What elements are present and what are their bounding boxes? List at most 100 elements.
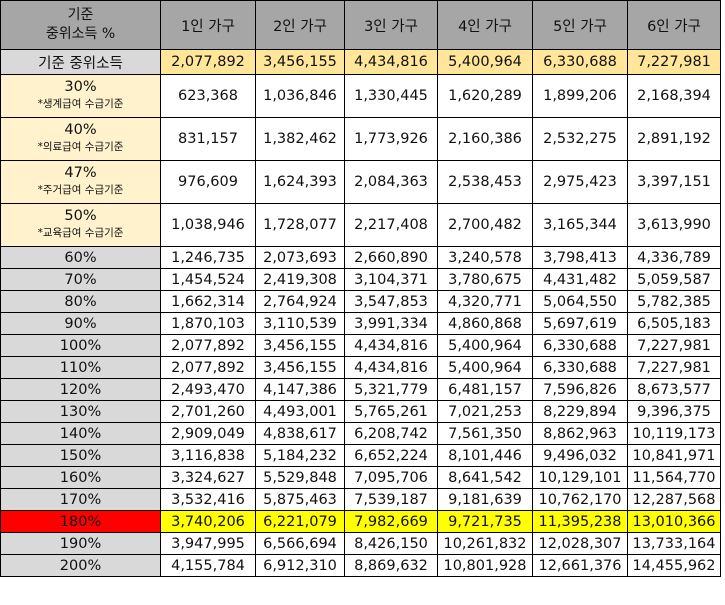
row-label: 140% (0, 422, 161, 445)
table-cell: 1,899,206 (532, 74, 628, 118)
table-cell: 2,493,470 (160, 378, 256, 401)
table-cell: 7,596,826 (532, 378, 628, 401)
table-cell: 2,909,049 (160, 422, 256, 445)
table-cell: 1,620,289 (437, 74, 533, 118)
table-cell: 7,021,253 (437, 400, 533, 423)
table-cell: 1,246,735 (160, 246, 256, 269)
benefit-threshold-row: 50% *교육급여 수급기준 1,038,946 1,728,077 2,217,408… (0, 203, 721, 247)
benefit-note: *의료급여 수급기준 (37, 141, 124, 153)
table-cell: 8,869,632 (344, 554, 438, 577)
table-cell: 5,400,964 (437, 356, 533, 379)
table-cell: 3,110,539 (255, 312, 345, 335)
table-cell: 3,740,206 (160, 510, 256, 533)
table-cell: 3,532,416 (160, 488, 256, 511)
table-cell: 10,841,971 (627, 444, 721, 467)
table-cell: 9,721,735 (437, 510, 533, 533)
row-label: 120% (0, 378, 161, 401)
table-cell: 12,028,307 (532, 532, 628, 555)
table-cell: 4,434,816 (344, 49, 438, 75)
table-cell: 5,782,385 (627, 290, 721, 313)
percent-row: 110% 2,077,892 3,456,155 4,434,816 5,400,964… (0, 356, 721, 379)
row-label: 47% *주거급여 수급기준 (0, 160, 161, 204)
table-cell: 6,652,224 (344, 444, 438, 467)
column-header-2-person: 2인 가구 (255, 0, 345, 50)
table-cell: 13,010,366 (627, 510, 721, 533)
table-cell: 14,455,962 (627, 554, 721, 577)
percent-row: 100% 2,077,892 3,456,155 4,434,816 5,400,964… (0, 334, 721, 357)
table-cell: 3,240,578 (437, 246, 533, 269)
table-cell: 11,395,238 (532, 510, 628, 533)
percent-label: 40% (64, 122, 97, 138)
percent-row: 140% 2,909,049 4,838,617 6,208,742 7,561,350… (0, 422, 721, 445)
table-cell: 10,261,832 (437, 532, 533, 555)
column-header-4-person: 4인 가구 (437, 0, 533, 50)
table-cell: 1,662,314 (160, 290, 256, 313)
table-cell: 7,227,981 (627, 49, 721, 75)
table-cell: 2,538,453 (437, 160, 533, 204)
column-header-5-person: 5인 가구 (532, 0, 628, 50)
table-cell: 10,801,928 (437, 554, 533, 577)
percent-row: 130% 2,701,260 4,493,001 5,765,261 7,021,253… (0, 400, 721, 423)
table-cell: 1,330,445 (344, 74, 438, 118)
corner-label-line1: 기준 (67, 7, 94, 23)
row-label: 40% *의료급여 수급기준 (0, 117, 161, 161)
table-cell: 3,613,990 (627, 203, 721, 247)
table-cell: 6,566,694 (255, 532, 345, 555)
row-label: 190% (0, 532, 161, 555)
table-cell: 8,426,150 (344, 532, 438, 555)
table-cell: 4,155,784 (160, 554, 256, 577)
table-cell: 2,160,386 (437, 117, 533, 161)
row-label: 90% (0, 312, 161, 335)
table-cell: 6,208,742 (344, 422, 438, 445)
table-cell: 10,762,170 (532, 488, 628, 511)
table-cell: 2,077,892 (160, 356, 256, 379)
table-cell: 1,382,462 (255, 117, 345, 161)
benefit-threshold-row: 40% *의료급여 수급기준 831,157 1,382,462 1,773,926 2,… (0, 117, 721, 161)
table-cell: 7,227,981 (627, 356, 721, 379)
row-label: 110% (0, 356, 161, 379)
column-header-3-person: 3인 가구 (344, 0, 438, 50)
percent-label: 47% (64, 165, 97, 181)
base-median-income-row: 기준 중위소득 2,077,892 3,456,155 4,434,816 5,… (0, 49, 721, 75)
table-cell: 623,368 (160, 74, 256, 118)
benefit-note: *주거급여 수급기준 (37, 184, 124, 196)
table-cell: 5,529,848 (255, 466, 345, 489)
table-cell: 831,157 (160, 117, 256, 161)
table-cell: 12,287,568 (627, 488, 721, 511)
table-cell: 5,059,587 (627, 268, 721, 291)
table-cell: 5,184,232 (255, 444, 345, 467)
percent-row: 160% 3,324,627 5,529,848 7,095,706 8,641,542… (0, 466, 721, 489)
table-cell: 6,505,183 (627, 312, 721, 335)
table-cell: 6,481,157 (437, 378, 533, 401)
table-cell: 2,700,482 (437, 203, 533, 247)
table-cell: 1,038,946 (160, 203, 256, 247)
table-cell: 2,419,308 (255, 268, 345, 291)
row-label: 100% (0, 334, 161, 357)
table-cell: 4,434,816 (344, 334, 438, 357)
corner-header-cell: 기준 중위소득 % (0, 0, 161, 50)
table-cell: 4,493,001 (255, 400, 345, 423)
table-cell: 6,330,688 (532, 334, 628, 357)
table-cell: 6,330,688 (532, 49, 628, 75)
column-header-6-person: 6인 가구 (627, 0, 721, 50)
table-cell: 8,641,542 (437, 466, 533, 489)
table-cell: 3,397,151 (627, 160, 721, 204)
row-label: 기준 중위소득 (0, 49, 161, 75)
percent-row: 70% 1,454,524 2,419,308 3,104,371 3,780,675 4… (0, 268, 721, 291)
table-cell: 9,181,639 (437, 488, 533, 511)
table-cell: 2,975,423 (532, 160, 628, 204)
table-cell: 4,336,789 (627, 246, 721, 269)
row-label: 160% (0, 466, 161, 489)
table-cell: 5,875,463 (255, 488, 345, 511)
table-cell: 6,221,079 (255, 510, 345, 533)
percent-label: 30% (64, 79, 97, 95)
header-row: 기준 중위소득 % 1인 가구 2인 가구 3인 가구 4인 가구 5인 가구 … (0, 0, 721, 50)
highlighted-percent-row: 180% 3,740,206 6,221,079 7,982,669 9,721,735… (0, 510, 721, 533)
table-cell: 3,324,627 (160, 466, 256, 489)
table-cell: 4,838,617 (255, 422, 345, 445)
corner-label-line2: 중위소득 % (45, 26, 116, 42)
row-label: 30% *생계급여 수급기준 (0, 74, 161, 118)
table-cell: 2,217,408 (344, 203, 438, 247)
table-cell: 3,116,838 (160, 444, 256, 467)
percent-row: 170% 3,532,416 5,875,463 7,539,187 9,181,639… (0, 488, 721, 511)
